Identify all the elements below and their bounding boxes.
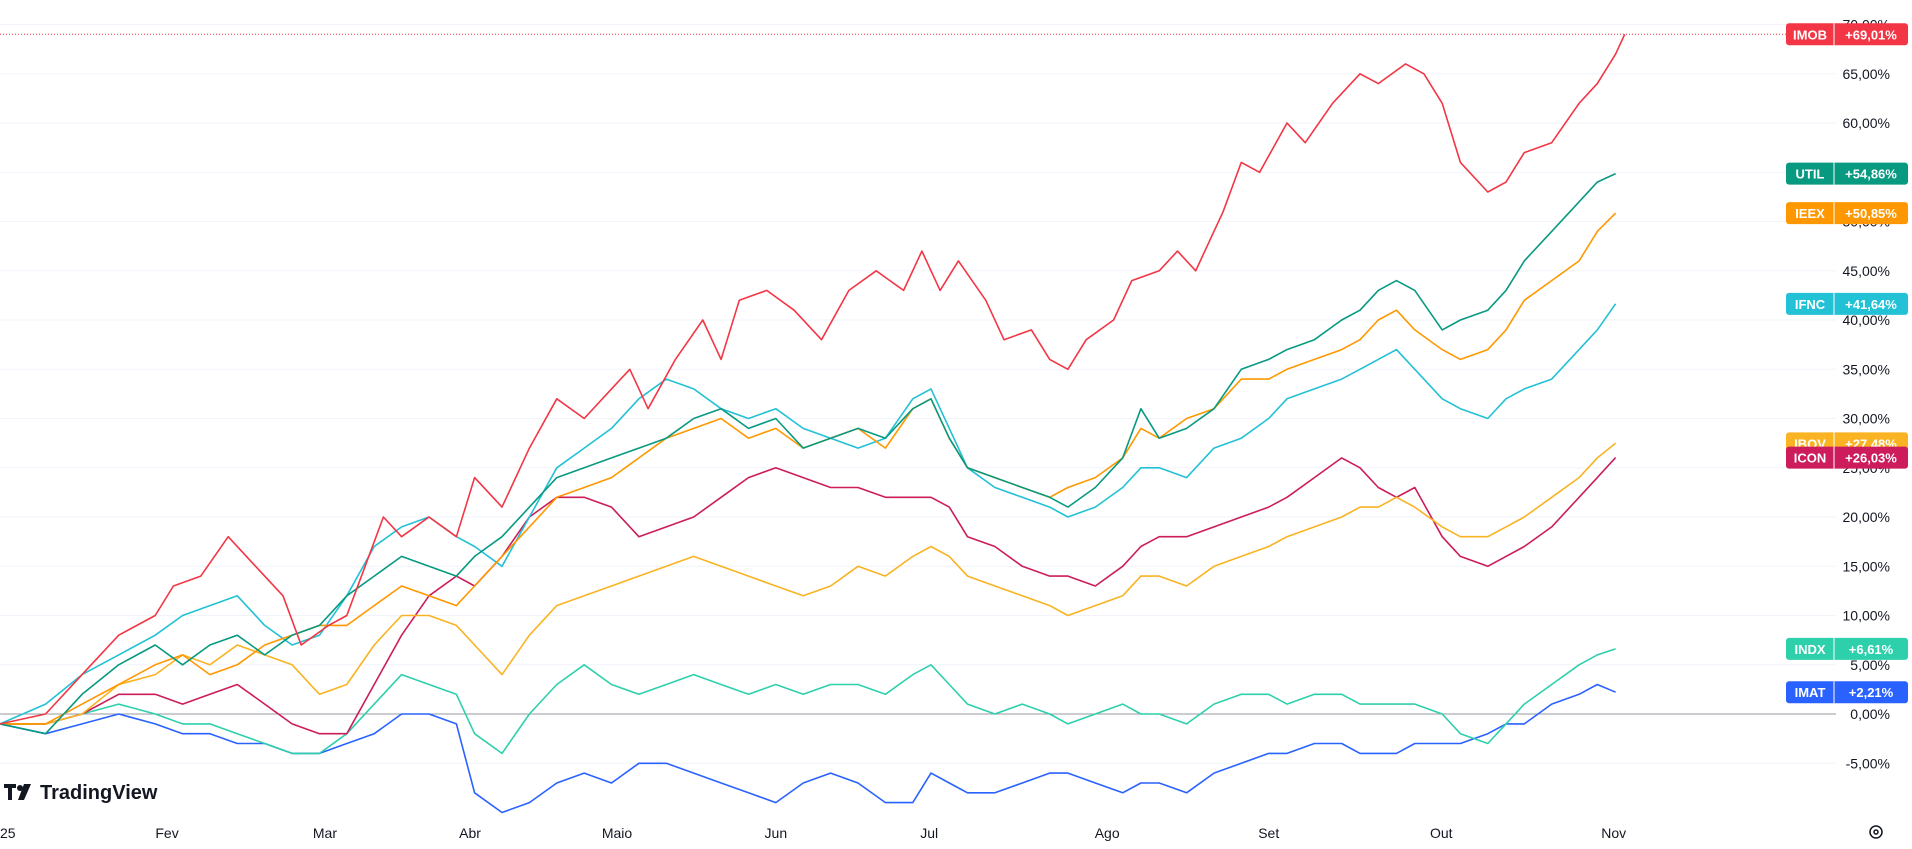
grid-lines [0,24,1836,764]
last-value-tag-ifnc: IFNC +41,64% [1786,292,1908,315]
series-line-util[interactable] [0,172,1616,735]
last-value-tags: IMOB +69,01% UTIL +54,86% IEEX +50,85% IFNC +41… [1786,23,1908,704]
x-axis: 25 Fev Mar Abr Maio Jun Jul Ago Set Out Nov [0,825,1626,841]
y-tick-label: 10,00% [1843,608,1890,624]
x-tick-label: Mar [313,825,337,841]
tradingview-logo-text: TradingView [40,782,158,804]
tag-series-name: INDX [1794,642,1825,657]
last-value-tag-imob: IMOB +69,01% [1786,23,1908,46]
tag-last-value: +6,61% [1849,642,1894,657]
x-tick-label: Abr [459,825,481,841]
x-tick-label: Nov [1601,825,1626,841]
last-value-tag-ieex: IEEX +50,85% [1786,202,1908,225]
x-tick-label: 25 [0,825,16,841]
tag-last-value: +69,01% [1845,27,1897,42]
series-line-indx[interactable] [0,648,1616,755]
x-tick-label: Jun [765,825,788,841]
tag-last-value: +50,85% [1845,206,1897,221]
x-tick-label: Maio [602,825,633,841]
tradingview-logo-icon [4,784,31,800]
settings-gear-icon[interactable] [1869,825,1883,839]
x-tick-label: Jul [920,825,938,841]
tag-series-name: IFNC [1795,297,1826,312]
tag-last-value: +26,03% [1845,451,1897,466]
y-tick-label: 15,00% [1843,558,1890,574]
series-line-ibov[interactable] [0,442,1617,725]
x-tick-label: Set [1258,825,1279,841]
tag-series-name: UTIL [1796,167,1825,182]
tag-last-value: +54,86% [1845,167,1897,182]
last-value-tag-indx: INDX +6,61% [1786,637,1908,660]
y-tick-label: 5,00% [1850,657,1890,673]
y-tick-label: 60,00% [1843,115,1890,131]
y-tick-label: 20,00% [1843,509,1890,525]
y-tick-label: 30,00% [1843,411,1890,427]
y-tick-label: 0,00% [1850,706,1890,722]
tag-series-name: IEEX [1795,206,1825,221]
series-line-ifnc[interactable] [0,303,1617,725]
series-line-imob[interactable] [0,33,1626,725]
last-value-tag-util: UTIL +54,86% [1786,162,1908,185]
y-tick-label: 35,00% [1843,361,1890,377]
series-layer [0,33,1626,814]
series-line-imat[interactable] [0,683,1616,814]
y-tick-label: 65,00% [1843,66,1890,82]
y-tick-label: 40,00% [1843,312,1890,328]
x-tick-label: Ago [1095,825,1120,841]
series-line-ieex[interactable] [0,212,1617,725]
last-value-tag-icon: ICON +26,03% [1786,446,1908,469]
tag-series-name: IMOB [1793,27,1827,42]
x-tick-label: Out [1430,825,1453,841]
y-tick-label: -5,00% [1846,755,1890,771]
tag-series-name: IMAT [1795,685,1826,700]
tag-last-value: +41,64% [1845,297,1897,312]
tag-series-name: ICON [1794,451,1827,466]
series-line-icon[interactable] [0,457,1617,735]
x-tick-label: Fev [155,825,178,841]
tradingview-logo[interactable]: TradingView [4,782,158,804]
tag-last-value: +2,21% [1849,685,1894,700]
y-tick-label: 45,00% [1843,263,1890,279]
last-value-tag-imat: IMAT +2,21% [1786,681,1908,704]
